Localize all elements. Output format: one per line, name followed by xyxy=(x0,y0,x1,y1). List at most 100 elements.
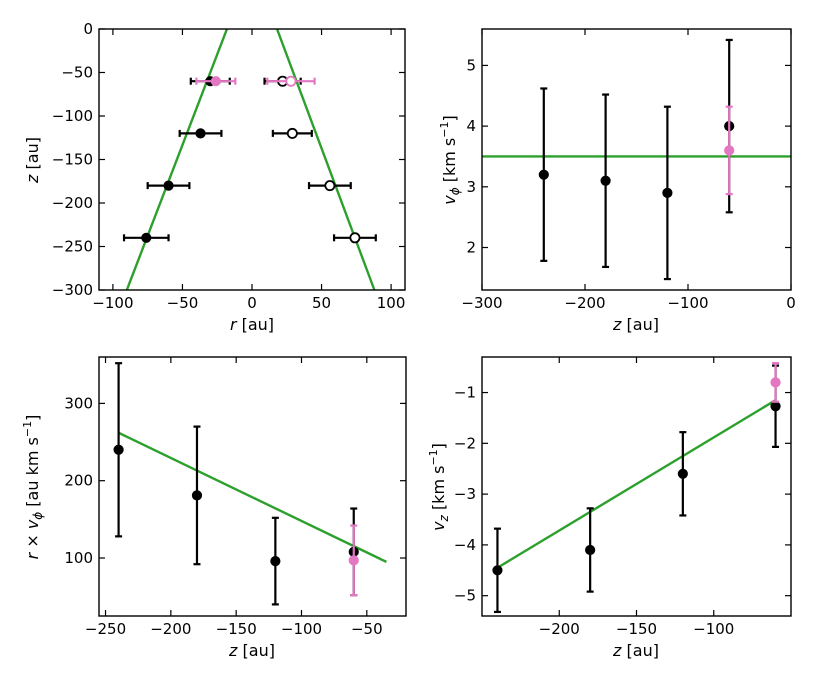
panel-rvphi-vs-z-xlabel: z [au] xyxy=(228,641,275,660)
panel-r-vs-z-marks xyxy=(122,29,377,290)
x-tick-label: −250 xyxy=(85,620,126,638)
data-point xyxy=(585,507,596,593)
data-point xyxy=(677,431,688,517)
y-tick-label: −250 xyxy=(52,238,93,256)
x-tick-label: −200 xyxy=(564,294,605,312)
data-point xyxy=(492,527,503,614)
y-tick-label: −4 xyxy=(454,536,476,554)
panel-vz-vs-z: −200 −150 −100 −1 −2 −3 −4 −5 z [au] vz [km s−1… xyxy=(427,356,792,660)
data-point xyxy=(271,127,313,139)
y-tick-label: 100 xyxy=(64,549,93,567)
marker xyxy=(141,232,152,243)
marker xyxy=(492,565,503,576)
marker xyxy=(191,490,203,501)
y-tick-label: −200 xyxy=(52,194,93,212)
x-tick-label: 0 xyxy=(247,294,257,312)
marker xyxy=(113,444,124,455)
panel-vphi-vs-z-ylabel: vϕ [km s−1] xyxy=(438,115,462,204)
marker xyxy=(677,468,688,479)
fit-line xyxy=(275,29,376,290)
data-point xyxy=(266,75,316,87)
data-point xyxy=(662,105,673,281)
marker xyxy=(662,187,673,198)
y-tick-label: −300 xyxy=(52,281,93,299)
marker xyxy=(600,175,611,186)
panel-vz-vs-z-plot-area xyxy=(496,399,777,569)
fit-line xyxy=(496,399,777,569)
y-tick-label: 300 xyxy=(64,394,93,412)
panel-vz-vs-z-ylabel: vz [km s−1] xyxy=(427,443,451,531)
marker xyxy=(770,377,781,388)
fit-line xyxy=(125,29,229,290)
data-point xyxy=(332,232,377,244)
panel-rvphi-vs-z-marks xyxy=(113,362,387,606)
data-point xyxy=(178,128,223,139)
panel-vz-vs-z-ticks: −200 −150 −100 −1 −2 −3 −4 −5 xyxy=(454,357,791,638)
panel-rvphi-vs-z-plot-area xyxy=(118,431,387,563)
x-tick-label: −150 xyxy=(616,620,657,638)
marker xyxy=(724,145,735,156)
panel-vz-vs-z-frame xyxy=(481,356,792,617)
marker xyxy=(210,76,221,87)
data-point xyxy=(122,232,170,243)
panel-rvphi-vs-z-ticks: −250 −200 −150 −100 −50 100 200 300 xyxy=(64,357,406,638)
marker xyxy=(538,169,549,180)
y-tick-label: 0 xyxy=(83,20,93,38)
data-point xyxy=(538,87,549,262)
marker xyxy=(585,544,596,556)
panel-r-vs-z-ylabel: z [au] xyxy=(23,137,42,184)
marker xyxy=(349,232,361,244)
marker xyxy=(270,556,281,567)
y-tick-label: −150 xyxy=(52,151,93,169)
data-point xyxy=(146,180,191,191)
y-tick-label: −100 xyxy=(52,107,93,125)
y-tick-label: 3 xyxy=(466,178,476,196)
x-tick-label: 0 xyxy=(786,294,796,312)
x-tick-label: 100 xyxy=(377,294,406,312)
y-tick-label: 200 xyxy=(64,472,93,490)
x-tick-label: −100 xyxy=(92,294,133,312)
y-tick-label: 5 xyxy=(466,56,476,74)
data-point xyxy=(600,93,611,269)
y-tick-label: −5 xyxy=(454,587,476,605)
data-point xyxy=(307,180,352,192)
x-tick-label: −100 xyxy=(281,620,322,638)
panel-rvphi-vs-z-frame xyxy=(98,356,407,617)
y-tick-label: 2 xyxy=(466,239,476,257)
y-tick-label: −2 xyxy=(454,434,476,452)
x-tick-label: −100 xyxy=(667,294,708,312)
y-tick-label: 4 xyxy=(466,117,476,135)
panel-r-vs-z-plot-area xyxy=(125,29,376,290)
y-tick-label: −1 xyxy=(454,384,476,402)
x-tick-label: −300 xyxy=(461,294,502,312)
panel-vz-vs-z-marks xyxy=(492,361,781,614)
x-tick-label: −150 xyxy=(216,620,257,638)
data-point xyxy=(770,361,781,403)
marker xyxy=(195,128,206,139)
marker xyxy=(348,555,359,566)
marker xyxy=(770,401,781,412)
panel-rvphi-vs-z: −250 −200 −150 −100 −50 100 200 300 z [au] r × … xyxy=(21,356,407,660)
panel-rvphi-vs-z-ylabel: r × vϕ [au km s−1] xyxy=(21,415,45,560)
data-point xyxy=(724,105,735,196)
panel-r-vs-z: −100 −50 0 50 100 0 −50 −100 −150 −200 −250 −300 r … xyxy=(23,20,406,334)
x-tick-label: −200 xyxy=(150,620,191,638)
panel-vphi-vs-z-frame xyxy=(481,28,792,291)
x-tick-label: −50 xyxy=(167,294,199,312)
x-tick-label: 50 xyxy=(312,294,331,312)
data-point xyxy=(195,76,237,87)
panel-vphi-vs-z-ticks: −300 −200 −100 0 2 3 4 5 xyxy=(461,29,796,312)
marker xyxy=(285,75,297,87)
y-tick-label: −3 xyxy=(454,485,476,503)
x-tick-label: −100 xyxy=(693,620,734,638)
panel-vphi-vs-z-marks xyxy=(482,38,791,281)
panel-vphi-vs-z: −300 −200 −100 0 2 3 4 5 z [au] vϕ [km s−1] xyxy=(438,28,796,334)
marker xyxy=(286,127,298,139)
panel-r-vs-z-xlabel: r [au] xyxy=(230,315,274,334)
data-point xyxy=(191,425,203,566)
marker xyxy=(163,180,174,191)
x-tick-label: −200 xyxy=(539,620,580,638)
y-tick-label: −50 xyxy=(61,64,93,82)
data-point xyxy=(270,516,281,606)
